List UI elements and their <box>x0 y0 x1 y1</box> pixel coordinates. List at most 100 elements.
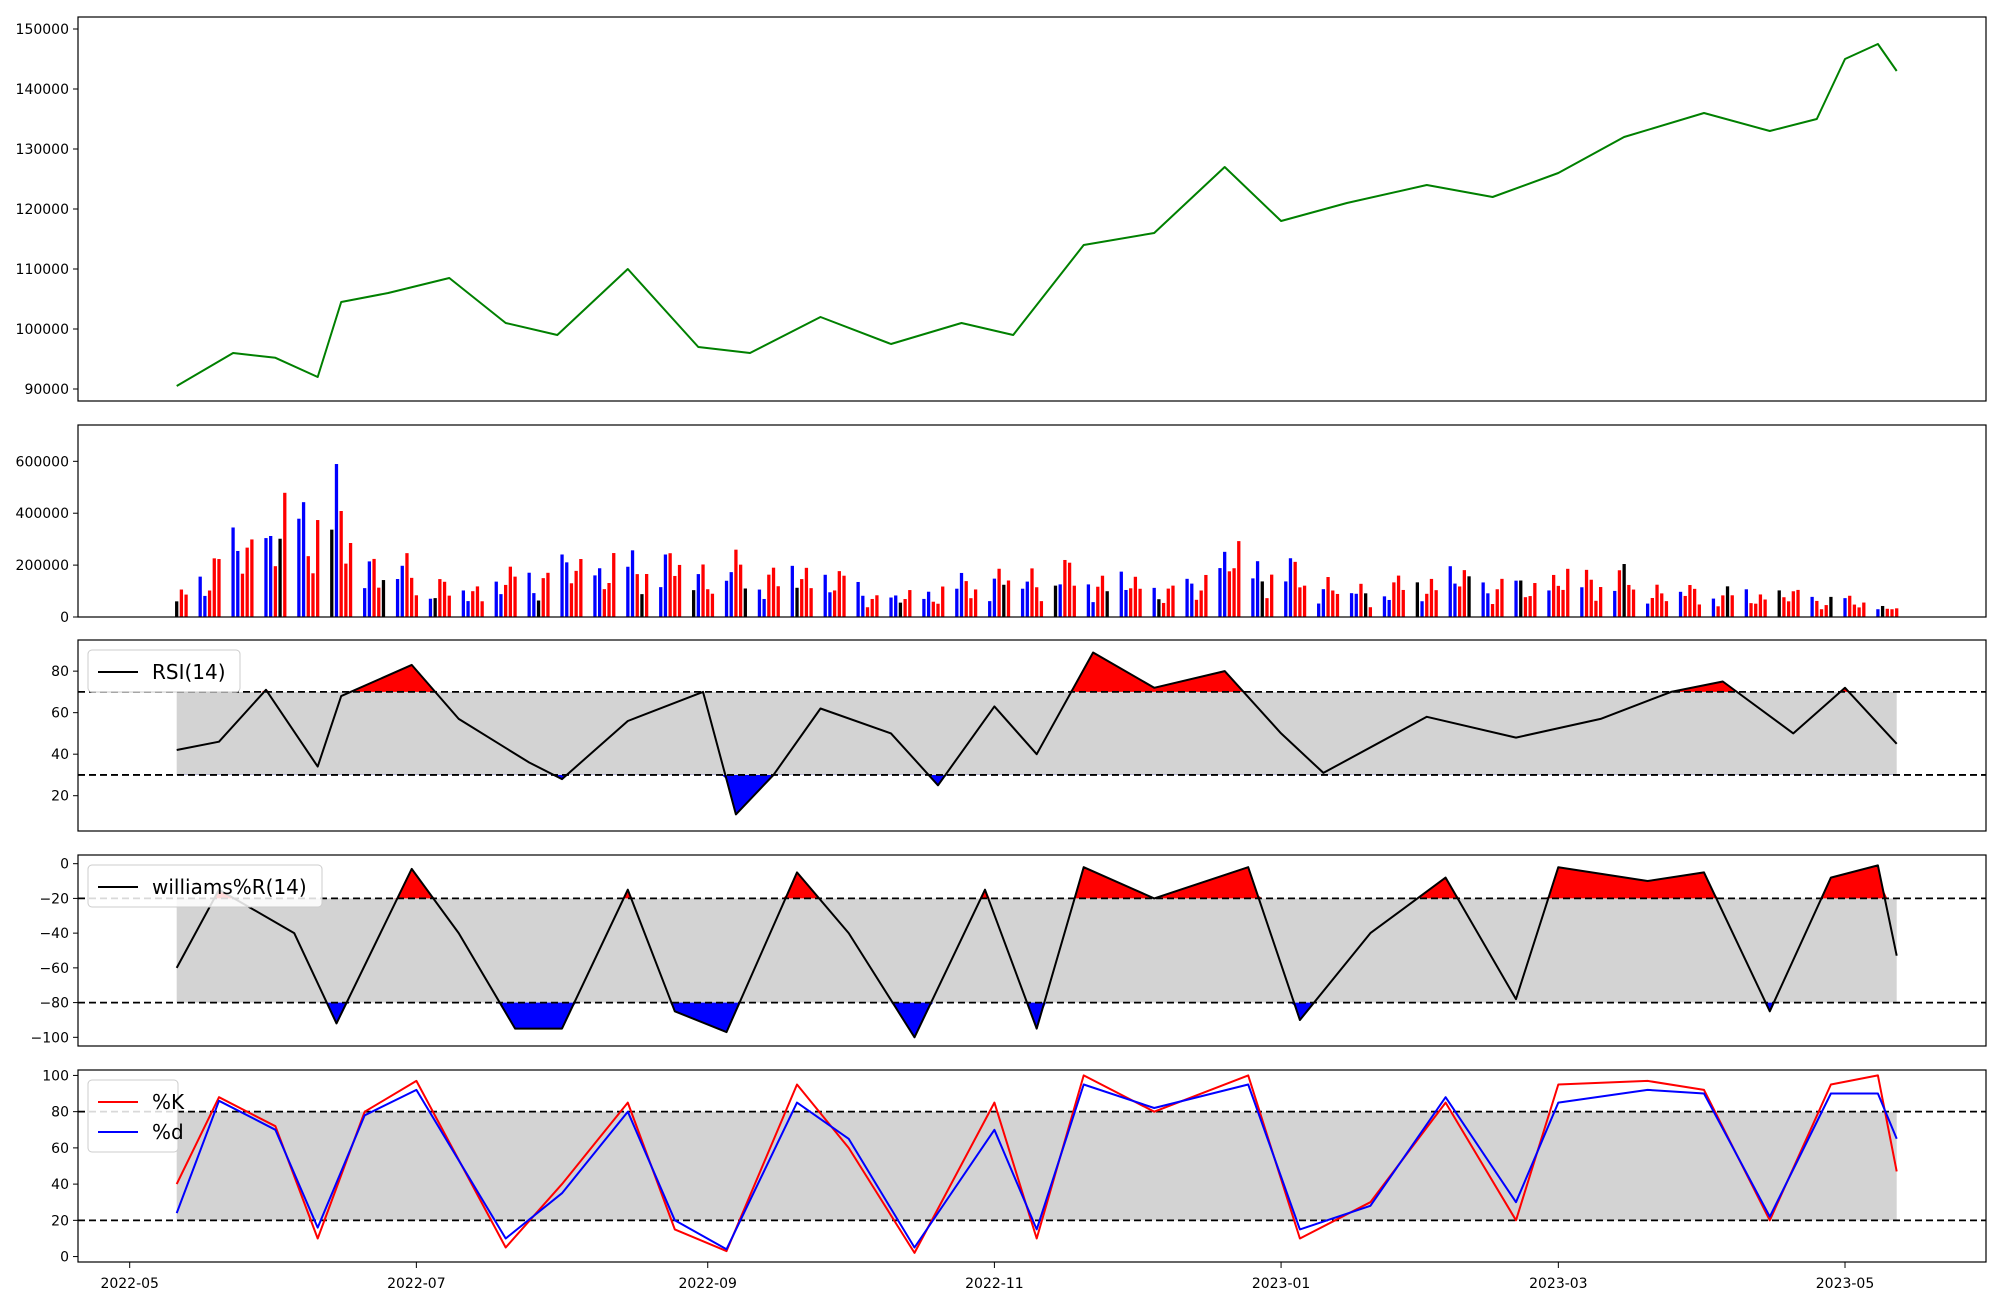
legend-box <box>87 649 241 693</box>
volume-bar <box>1251 578 1255 617</box>
volume-bar <box>1368 607 1373 617</box>
legend-label: %d <box>152 1120 184 1144</box>
volume-bar <box>1786 601 1791 617</box>
volume-bar <box>1852 604 1857 617</box>
series-line-0 <box>176 651 1898 816</box>
volume-bar <box>1890 609 1894 617</box>
y-tick-label: 20 <box>51 1213 69 1229</box>
volume-bar <box>1030 568 1034 617</box>
volume-bar <box>1326 577 1330 617</box>
volume-bar <box>1321 589 1326 617</box>
volume-bar <box>245 547 249 617</box>
panel-frame <box>77 424 1987 618</box>
volume-bar <box>428 598 433 617</box>
volume-bar <box>1100 575 1105 617</box>
volume-bar <box>1284 581 1288 617</box>
volume-bar <box>767 574 771 617</box>
volume-bar <box>823 574 827 617</box>
volume-bar <box>1420 601 1424 617</box>
volume-bar <box>1218 568 1222 617</box>
volume-bar <box>1331 590 1335 617</box>
volume-bar <box>1758 594 1763 617</box>
overbought-fill <box>176 652 1897 692</box>
volume-bar <box>231 527 235 617</box>
volume-bar <box>724 580 729 617</box>
volume-bar <box>1721 595 1725 617</box>
volume-bar <box>344 563 348 617</box>
volume-bar <box>198 576 202 617</box>
volume-bar <box>1288 558 1293 617</box>
volume-bar <box>579 559 583 617</box>
volume-bar <box>1265 598 1269 617</box>
volume-bar <box>1157 599 1161 617</box>
volume-bar <box>1152 587 1156 617</box>
volume-bar <box>1613 590 1617 617</box>
volume-bar <box>306 556 310 617</box>
y-tick-label: 0 <box>60 857 69 873</box>
x-tick-label: 2023-05 <box>1816 1276 1875 1292</box>
volume-bar <box>377 587 381 617</box>
volume-bar <box>1260 581 1264 617</box>
volume-bar <box>1678 591 1683 617</box>
volume-bar <box>593 575 597 617</box>
series-line-0 <box>175 1074 1898 1254</box>
volume-bar <box>541 578 545 617</box>
volume-bar <box>602 589 606 617</box>
volume-bar <box>1448 566 1452 617</box>
legend-box <box>87 864 323 908</box>
y-tick-label: 80 <box>51 664 69 680</box>
y-tick-label: −40 <box>39 926 69 942</box>
volume-bar <box>442 581 447 617</box>
volume-bar <box>1843 598 1847 617</box>
volume-bar <box>466 601 470 617</box>
volume-bar <box>1382 596 1387 617</box>
volume-bar <box>1796 589 1800 617</box>
volume-bar <box>513 576 517 617</box>
volume-bar <box>790 565 794 617</box>
volume-bar <box>1354 593 1358 617</box>
volume-bar <box>1660 593 1664 617</box>
volume-bar <box>1166 588 1170 617</box>
volume-bar <box>311 573 315 617</box>
x-tick-label: 2022-07 <box>387 1276 446 1292</box>
series-line-0 <box>175 864 1898 1039</box>
volume-bar <box>936 603 940 617</box>
y-tick-label: 600000 <box>16 454 69 470</box>
volume-bar <box>908 590 912 617</box>
band-fill <box>176 898 1897 1003</box>
stochastic-panel: 0 20 40 60 80 100 %K %d <box>42 1068 1987 1266</box>
volume-bar <box>1298 587 1302 617</box>
volume-bar <box>1185 578 1189 617</box>
volume-bar <box>179 589 184 617</box>
volume-bar <box>348 543 353 617</box>
volume-bar <box>894 595 898 617</box>
volume-bar <box>1053 585 1058 617</box>
legend-label: RSI(14) <box>152 660 226 684</box>
volume-bar <box>1006 580 1011 617</box>
volume-bar <box>710 593 715 617</box>
volume-bar <box>1617 570 1622 617</box>
volume-bar <box>278 538 282 617</box>
panel-frame <box>77 639 1987 832</box>
y-tick-label: 0 <box>60 1250 69 1266</box>
volume-bar <box>691 590 696 617</box>
volume-bar <box>1552 574 1556 617</box>
volume-bar <box>269 535 273 617</box>
volume-bar <box>973 589 978 617</box>
volume-bar <box>1387 599 1391 617</box>
volume-bar <box>1364 593 1368 617</box>
volume-bar <box>1237 541 1241 617</box>
volume-bar <box>1561 589 1565 617</box>
volume-bar <box>565 562 569 617</box>
volume-bar <box>795 587 799 617</box>
y-tick-label: 80 <box>51 1105 69 1121</box>
volume-bar <box>1528 596 1532 617</box>
volume-bar <box>1782 597 1786 617</box>
volume-bar <box>635 574 639 617</box>
volume-bar <box>926 591 931 617</box>
volume-bar <box>612 553 616 617</box>
volume-bar <box>729 572 733 617</box>
volume-bar <box>536 600 541 617</box>
oversold-fill <box>176 774 1897 815</box>
volume-bar <box>363 588 367 617</box>
